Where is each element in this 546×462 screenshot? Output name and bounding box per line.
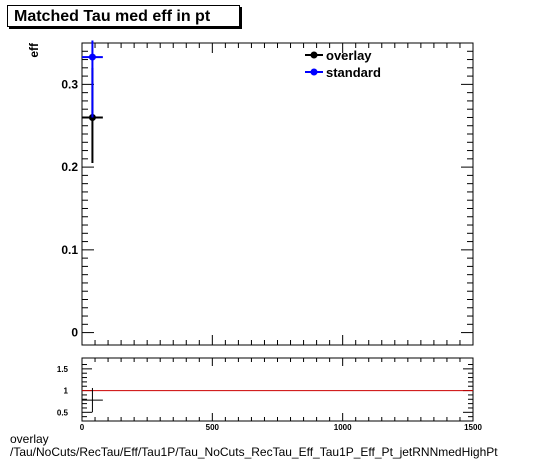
- standard-data-point: [88, 53, 96, 61]
- x-tick-label: 0: [80, 423, 85, 432]
- footer-caption: overlay /Tau/NoCuts/RecTau/Eff/Tau1P/Tau…: [10, 433, 498, 459]
- legend-marker-overlay: [310, 51, 318, 59]
- y-tick-label: 0: [71, 326, 78, 340]
- x-tick-label: 500: [206, 423, 220, 432]
- legend-label-overlay: overlay: [326, 48, 372, 63]
- footer-line-1: overlay: [10, 432, 49, 446]
- ratio-y-tick-label: 0.5: [57, 408, 69, 417]
- ratio-y-tick-label: 1: [64, 387, 69, 396]
- y-axis-label: eff: [27, 42, 41, 58]
- ratio-y-tick-label: 1.5: [57, 365, 69, 374]
- y-tick-label: 0.1: [61, 243, 78, 257]
- x-tick-label: 1000: [334, 423, 352, 432]
- footer-line-2: /Tau/NoCuts/RecTau/Eff/Tau1P/Tau_NoCuts_…: [10, 445, 498, 459]
- y-tick-label: 0.2: [61, 160, 78, 174]
- y-tick-label: 0.3: [61, 77, 78, 91]
- main-plot-frame: [81, 42, 474, 346]
- ratio-plot-frame: [81, 357, 474, 422]
- legend-label-standard: standard: [326, 65, 381, 80]
- legend-marker-standard: [310, 68, 318, 76]
- x-tick-label: 1500: [464, 423, 482, 432]
- chart-title: Matched Tau med eff in pt: [7, 5, 240, 27]
